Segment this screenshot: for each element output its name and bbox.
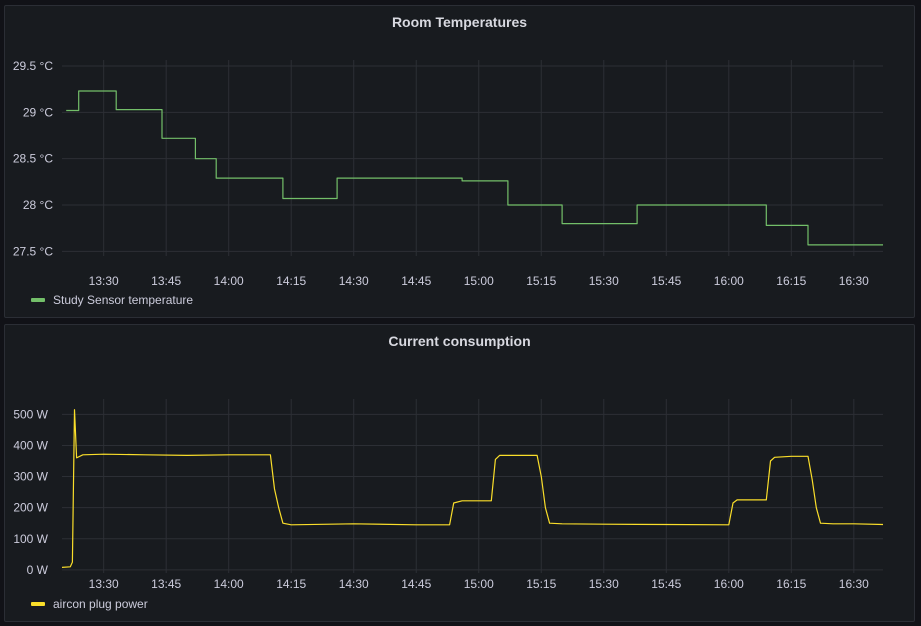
y-tick-label: 200 W — [13, 501, 48, 515]
temperature-chart: 13:30 13:45 14:00 14:15 14:30 14:45 15:00 15:15… — [13, 59, 883, 288]
x-tick-label: 15:15 — [526, 274, 556, 288]
x-tick-label: 14:15 — [276, 577, 306, 591]
x-tick-label: 15:45 — [651, 577, 681, 591]
x-tick-label: 14:00 — [214, 577, 244, 591]
y-tick-label: 500 W — [13, 407, 48, 421]
current-consumption-panel: Current consumption 13:30 13:45 14:00 14:15… — [4, 324, 915, 622]
x-tick-label: 15:00 — [464, 577, 494, 591]
x-tick-label: 14:00 — [214, 274, 244, 288]
x-tick-label: 15:15 — [526, 577, 556, 591]
power-chart: 13:30 13:45 14:00 14:15 14:30 14:45 15:00 15:15… — [13, 399, 884, 591]
x-tick-label: 16:15 — [776, 577, 806, 591]
panel-title: Room Temperatures — [391, 14, 528, 30]
series-line[interactable] — [66, 90, 883, 246]
legend-swatch — [31, 602, 45, 606]
y-tick-label: 0 W — [27, 563, 49, 577]
y-tick-label: 28 °C — [23, 198, 53, 212]
room-temperatures-panel: Room Temperatures 13:30 13:45 14:00 14:15 14… — [4, 5, 915, 318]
x-tick-label: 13:30 — [89, 274, 119, 288]
panel-title: Current consumption — [388, 333, 531, 349]
x-tick-label: 15:30 — [589, 274, 619, 288]
chart-legend[interactable]: aircon plug power — [31, 597, 148, 611]
y-tick-label: 300 W — [13, 470, 48, 484]
x-tick-label: 13:45 — [151, 274, 181, 288]
y-tick-label: 28.5 °C — [13, 152, 53, 166]
x-tick-label: 16:30 — [839, 577, 869, 591]
x-tick-label: 13:30 — [89, 577, 119, 591]
legend-swatch — [31, 298, 45, 302]
grid — [62, 60, 883, 256]
x-tick-label: 16:00 — [714, 274, 744, 288]
x-tick-label: 13:45 — [151, 577, 181, 591]
grid — [62, 399, 883, 573]
x-tick-label: 16:30 — [839, 274, 869, 288]
x-tick-label: 14:30 — [339, 577, 369, 591]
x-tick-label: 16:00 — [714, 577, 744, 591]
x-tick-label: 14:15 — [276, 274, 306, 288]
series-line[interactable] — [61, 409, 884, 568]
x-tick-label: 15:00 — [464, 274, 494, 288]
y-tick-label: 100 W — [13, 532, 48, 546]
x-tick-label: 15:45 — [651, 274, 681, 288]
x-tick-label: 14:45 — [401, 577, 431, 591]
y-tick-label: 29 °C — [23, 105, 53, 119]
x-tick-label: 15:30 — [589, 577, 619, 591]
y-tick-label: 27.5 °C — [13, 244, 53, 258]
y-tick-label: 400 W — [13, 438, 48, 452]
x-tick-label: 14:30 — [339, 274, 369, 288]
y-tick-label: 29.5 °C — [13, 59, 53, 73]
x-tick-label: 16:15 — [776, 274, 806, 288]
chart-legend[interactable]: Study Sensor temperature — [31, 293, 193, 307]
x-tick-label: 14:45 — [401, 274, 431, 288]
legend-label: Study Sensor temperature — [53, 293, 194, 307]
legend-label: aircon plug power — [53, 597, 148, 611]
